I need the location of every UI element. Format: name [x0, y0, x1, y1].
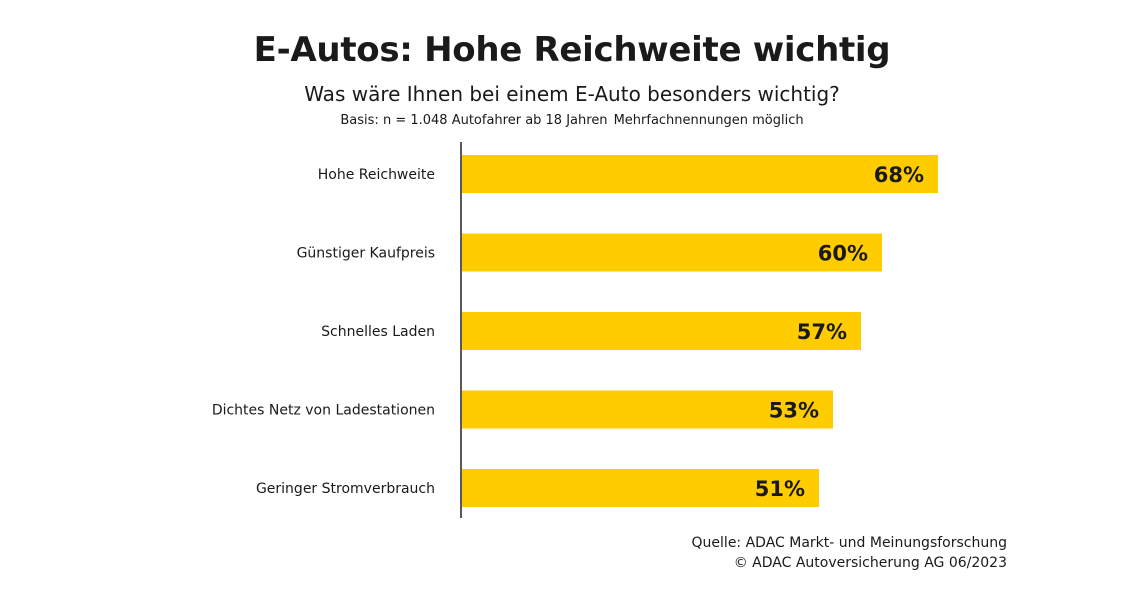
bar	[462, 390, 833, 429]
multiple-answers-note: Mehrfachnennungen möglich	[613, 113, 804, 128]
value-label: 51%	[755, 477, 805, 501]
bar	[462, 233, 882, 272]
bar	[462, 312, 861, 350]
basis-note: Basis: n = 1.048 Autofahrer ab 18 Jahren…	[0, 113, 1144, 128]
copyright-line: © ADAC Autoversicherung AG 06/2023	[733, 555, 1007, 571]
category-label: Schnelles Laden	[321, 324, 435, 340]
category-label: Dichtes Netz von Ladestationen	[212, 403, 435, 419]
value-label: 60%	[818, 242, 868, 266]
source-block: Quelle: ADAC Markt- und Meinungsforschun…	[692, 533, 1007, 573]
value-label: 53%	[769, 399, 819, 423]
basis-text: Basis: n = 1.048 Autofahrer ab 18 Jahren	[340, 113, 608, 128]
category-label: Günstiger Kaufpreis	[297, 246, 435, 262]
bar	[462, 155, 938, 193]
source-line: Quelle: ADAC Markt- und Meinungsforschun…	[691, 535, 1007, 551]
category-label: Geringer Stromverbrauch	[256, 481, 435, 497]
value-label: 68%	[874, 163, 924, 187]
category-label: Hohe Reichweite	[318, 167, 435, 183]
chart-subtitle: Was wäre Ihnen bei einem E-Auto besonder…	[304, 82, 840, 106]
chart-title: E-Autos: Hohe Reichweite wichtig	[253, 30, 891, 70]
value-label: 57%	[797, 320, 847, 344]
bar	[462, 469, 819, 507]
